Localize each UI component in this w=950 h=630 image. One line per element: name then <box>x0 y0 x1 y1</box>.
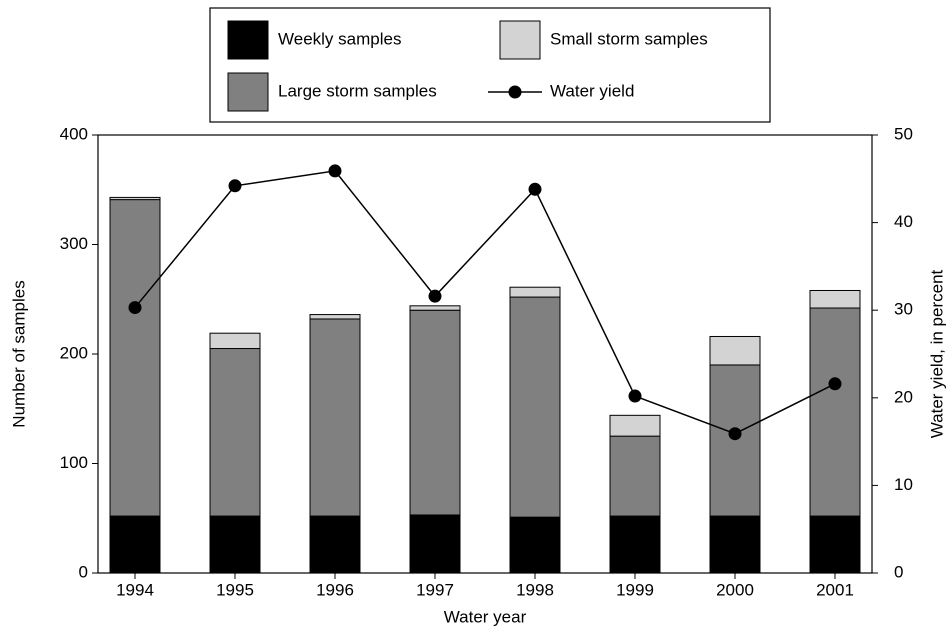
bar-segment <box>809 515 861 574</box>
x-tick-label: 1997 <box>416 580 454 599</box>
bar-segment <box>509 286 561 298</box>
legend-box <box>209 7 771 123</box>
y-tick-label: 0 <box>79 562 88 581</box>
line-marker <box>628 389 642 403</box>
x-tick-label: 2001 <box>816 580 854 599</box>
x-tick-label: 1994 <box>116 580 154 599</box>
x-axis-label: Water year <box>444 607 527 626</box>
y2-tick-label: 30 <box>894 300 913 319</box>
bar-segment <box>809 289 861 309</box>
bar-segment <box>109 196 161 201</box>
bar-segment <box>209 515 261 574</box>
line-marker <box>428 289 442 303</box>
legend-label: Water yield <box>550 81 634 100</box>
y2-tick-label: 40 <box>894 212 913 231</box>
legend-swatch <box>499 20 541 60</box>
bar-segment <box>209 348 261 517</box>
y2-tick-label: 50 <box>894 124 913 143</box>
bar-segment <box>409 305 461 311</box>
x-tick-label: 1998 <box>516 580 554 599</box>
legend-label: Weekly samples <box>278 29 401 48</box>
bar-segment <box>809 307 861 517</box>
line-marker <box>728 427 742 441</box>
bar-segment <box>109 515 161 574</box>
bar-segment <box>709 335 761 366</box>
legend-label: Large storm samples <box>278 81 437 100</box>
bar-segment <box>309 318 361 517</box>
line-marker <box>228 179 242 193</box>
y2-axis-label: Water yield, in percent <box>927 269 946 438</box>
bar-segment <box>409 514 461 574</box>
bar-segment <box>509 516 561 574</box>
bar-segment <box>409 309 461 516</box>
line-marker <box>828 377 842 391</box>
bar-segment <box>509 296 561 518</box>
x-tick-label: 1995 <box>216 580 254 599</box>
bar-segment <box>209 332 261 350</box>
bar-segment <box>309 314 361 320</box>
line-marker <box>128 301 142 315</box>
legend-marker <box>508 85 522 99</box>
legend-swatch <box>227 72 269 112</box>
y2-tick-label: 10 <box>894 475 913 494</box>
y-tick-label: 400 <box>60 124 88 143</box>
legend-swatch <box>227 20 269 60</box>
legend-label: Small storm samples <box>550 29 708 48</box>
y-tick-label: 300 <box>60 234 88 253</box>
x-tick-label: 1999 <box>616 580 654 599</box>
bar-segment <box>609 414 661 437</box>
line-marker <box>328 164 342 178</box>
y2-tick-label: 20 <box>894 387 913 406</box>
y-tick-label: 100 <box>60 453 88 472</box>
bar-segment <box>609 435 661 517</box>
x-tick-label: 1996 <box>316 580 354 599</box>
bar-segment <box>309 515 361 574</box>
line <box>134 170 836 435</box>
y2-tick-label: 0 <box>894 562 903 581</box>
bar-segment <box>709 515 761 574</box>
bar-segment <box>709 364 761 517</box>
y-axis-label: Number of samples <box>9 280 28 427</box>
bar-segment <box>109 199 161 517</box>
line-marker <box>528 182 542 196</box>
x-tick-label: 2000 <box>716 580 754 599</box>
y-tick-label: 200 <box>60 343 88 362</box>
bar-segment <box>609 515 661 574</box>
